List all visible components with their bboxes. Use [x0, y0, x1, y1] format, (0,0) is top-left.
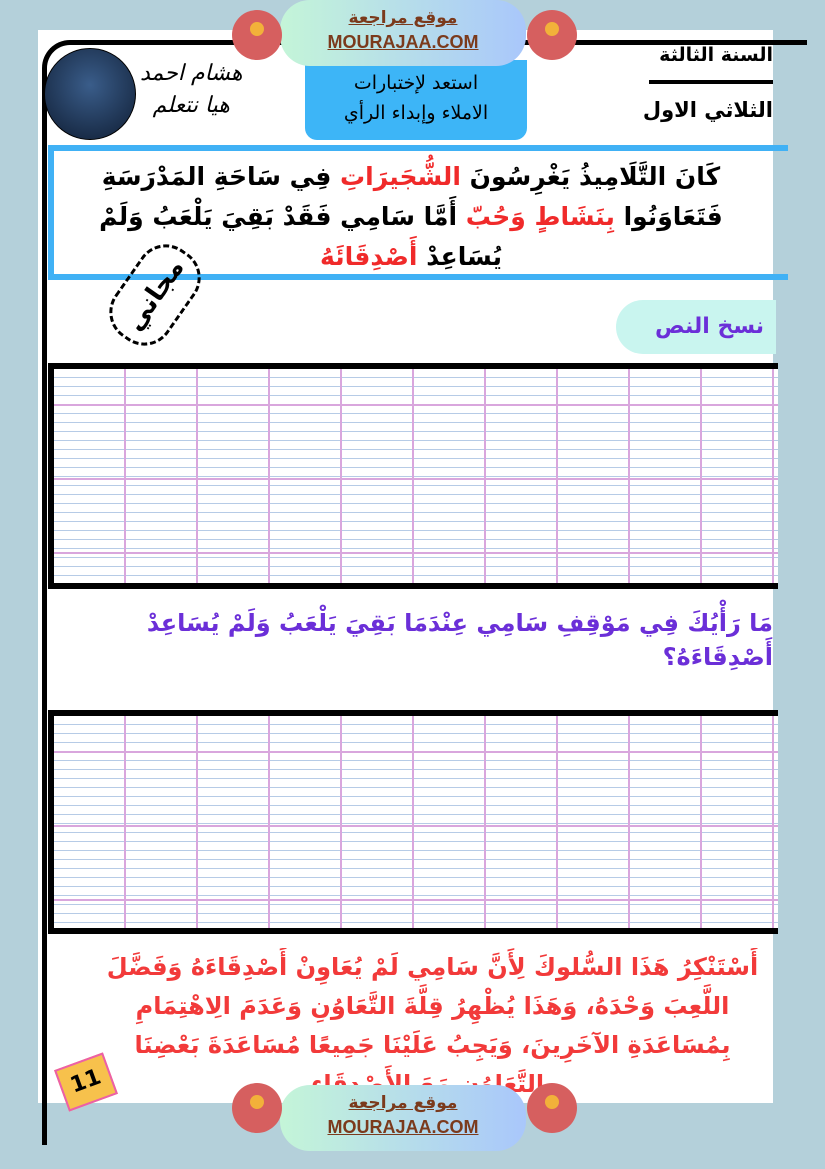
- logo-badge-icon: [232, 10, 282, 60]
- grade-label: السنة الثالثة: [659, 44, 773, 66]
- author-line: هشام احمد: [140, 61, 243, 86]
- passage-text: فَتَعَاوَنُوا: [614, 202, 723, 231]
- logo-badge-icon: [232, 1083, 282, 1133]
- watermark-banner-bottom[interactable]: موقع مراجعة MOURAJAA.COM: [280, 1085, 526, 1151]
- passage-line: يُسَاعِدْ أَصْدِقَائَهُ: [94, 237, 728, 277]
- watermark-site: MOURAJAA.COM: [327, 32, 479, 52]
- passage-text: أَمَّا سَامِي فَقَدْ بَقِيَ يَلْعَبُ وَل…: [99, 202, 466, 231]
- opinion-question: مَا رَأْيُكَ فِي مَوْقِفِ سَامِي عِنْدَم…: [146, 609, 773, 671]
- passage-text: فِي سَاحَةِ المَدْرَسَةِ: [101, 162, 341, 191]
- watermark-site: MOURAJAA.COM: [327, 1117, 479, 1137]
- writing-grid-answer[interactable]: [48, 710, 778, 934]
- topic-line: الاملاء وإبداء الرأي: [343, 102, 489, 124]
- divider: [649, 80, 773, 84]
- highlighted-word: بِنَشَاطٍ وَحُبّ: [465, 202, 615, 231]
- writing-grid-copy[interactable]: [48, 363, 778, 589]
- author-line: هيا نتعلم: [152, 93, 230, 118]
- highlighted-word: أَصْدِقَائَهُ: [320, 242, 418, 271]
- highlighted-word: الشُّجَيرَاتِ: [340, 162, 461, 191]
- watermark-arabic: موقع مراجعة: [348, 8, 458, 28]
- logo-badge-icon: [527, 10, 577, 60]
- topic-line: استعد لإختبارات: [353, 72, 479, 94]
- model-answer: أَسْتَنْكِرُ هَذَا السُّلوكَ لِأَنَّ سَا…: [106, 953, 759, 1098]
- passage-line: كَانَ التَّلَامِيذُ يَغْرِسُونَ الشُّجَي…: [94, 157, 728, 197]
- logo-badge-icon: [527, 1083, 577, 1133]
- passage-text: يُسَاعِدْ: [417, 242, 502, 271]
- author-name: هشام احمد هيا نتعلم: [140, 58, 243, 122]
- watermark-banner-top[interactable]: موقع مراجعة MOURAJAA.COM: [280, 0, 526, 66]
- dictation-passage: كَانَ التَّلَامِيذُ يَغْرِسُونَ الشُّجَي…: [48, 145, 788, 280]
- term-label: الثلاثي الاول: [642, 98, 773, 122]
- passage-text: كَانَ التَّلَامِيذُ يَغْرِسُونَ: [460, 162, 721, 191]
- passage-line: فَتَعَاوَنُوا بِنَشَاطٍ وَحُبّ أَمَّا سَ…: [94, 197, 728, 237]
- topic-box: استعد لإختبارات الاملاء وإبداء الرأي: [305, 60, 527, 140]
- copy-text-label: نسخ النص: [616, 300, 776, 354]
- watermark-arabic: موقع مراجعة: [348, 1093, 458, 1113]
- author-avatar: [44, 48, 136, 140]
